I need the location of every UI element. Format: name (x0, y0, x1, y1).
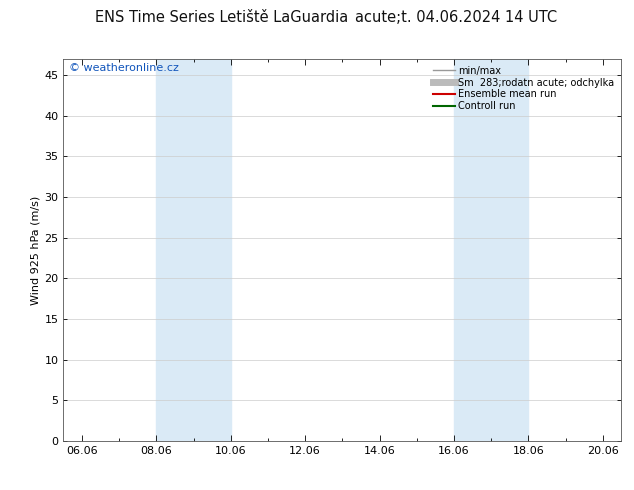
Y-axis label: Wind 925 hPa (m/s): Wind 925 hPa (m/s) (30, 196, 40, 304)
Bar (157, 59, 231, 441)
Text: © weatheronline.cz: © weatheronline.cz (69, 63, 179, 73)
Bar (454, 59, 528, 441)
Text: acute;t. 04.06.2024 14 UTC: acute;t. 04.06.2024 14 UTC (356, 9, 557, 24)
Text: ENS Time Series Letiště LaGuardia: ENS Time Series Letiště LaGuardia (95, 9, 349, 24)
Legend: min/max, Sm  283;rodatn acute; odchylka, Ensemble mean run, Controll run: min/max, Sm 283;rodatn acute; odchylka, … (431, 64, 616, 113)
